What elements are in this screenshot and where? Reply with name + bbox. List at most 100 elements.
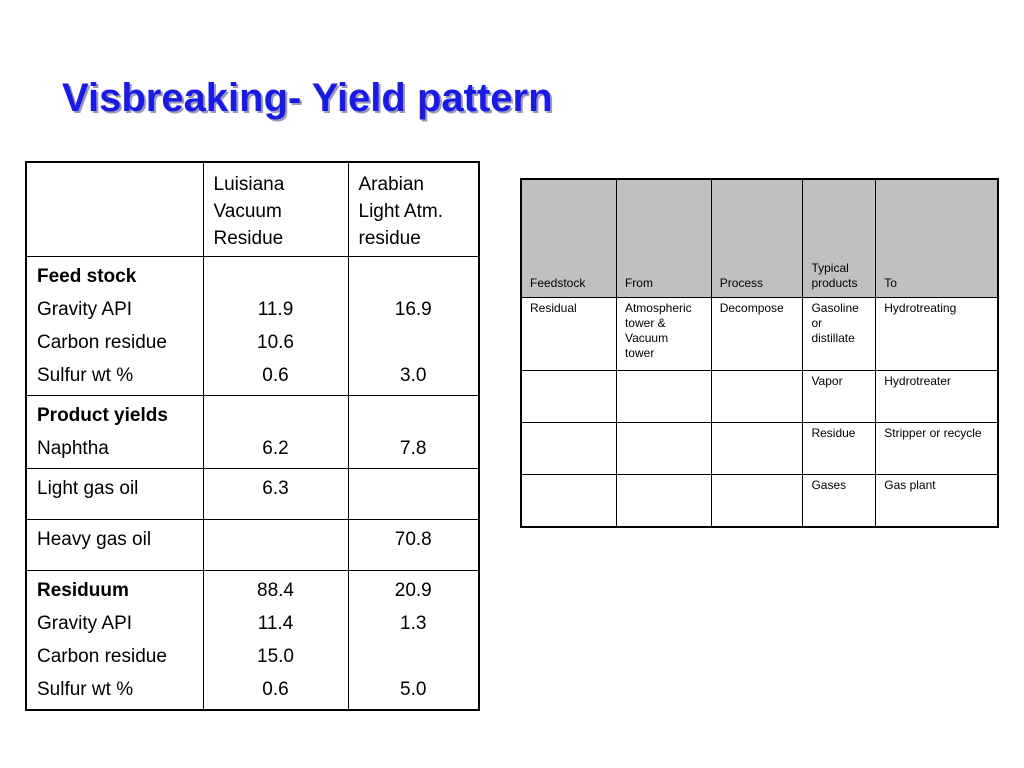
cell-value: 6.3 [202, 468, 349, 520]
cell-line: Atmospheric [624, 301, 692, 315]
cell-value: 11.9 [257, 299, 294, 320]
table-row: Residual Atmospheric tower & Vacuum towe… [520, 297, 999, 371]
cell-line: or [811, 316, 823, 330]
cell-from [615, 370, 712, 423]
cell-feedstock [520, 474, 617, 528]
cell-products: Vapor [802, 370, 877, 423]
cell-line: tower [624, 346, 655, 360]
header-line: Arabian [358, 174, 425, 195]
cell-value: 88.4 [257, 580, 294, 601]
cell-products: Gasoline or distillate [802, 297, 877, 371]
process-header-row: Feedstock From Process Typical products … [520, 178, 999, 298]
row-label: Light gas oil [25, 468, 204, 520]
cell-from: Atmospheric tower & Vacuum tower [615, 297, 712, 371]
cell-process: Decompose [710, 297, 804, 371]
cell-value: 15.0 [257, 646, 294, 667]
row-label: Carbon residue [37, 646, 167, 667]
cell-line: distillate [811, 331, 855, 345]
residuum-heading: Residuum [37, 580, 129, 601]
cell-line: Vacuum [624, 331, 669, 345]
process-table: Feedstock From Process Typical products … [520, 178, 999, 528]
header-line: Residue [213, 228, 284, 249]
header-line: Luisiana [213, 174, 285, 195]
cell-value: 1.3 [400, 613, 427, 634]
row-label: Heavy gas oil [25, 519, 204, 571]
cell-value: 0.6 [262, 365, 289, 386]
cell-to: Gas plant [875, 474, 999, 528]
cell-value [349, 326, 479, 359]
yield-header-arabian: Arabian Light Atm. residue [347, 161, 480, 257]
residuum-arabian-values: 20.9 1.3 5.0 [347, 570, 480, 711]
yield-table: Luisiana Vacuum Residue Arabian Light At… [25, 161, 480, 711]
cell-process [710, 370, 804, 423]
feed-stock-arabian-values: 16.9 3.0 [347, 256, 480, 396]
row-label: Sulfur wt % [37, 365, 134, 386]
cell-value [202, 519, 349, 571]
slide-title: Visbreaking- Yield pattern [62, 76, 553, 120]
header-from: From [615, 178, 712, 298]
cell-from [615, 474, 712, 528]
product-yields-arabian-values: 7.8 [347, 395, 480, 469]
cell-value: 20.9 [394, 580, 432, 601]
cell-value: 5.0 [400, 679, 427, 700]
light-gas-oil-row: Light gas oil 6.3 [25, 468, 480, 520]
product-yields-labels: Product yields Naphtha [25, 395, 204, 469]
header-typical-products: Typical products [802, 178, 877, 298]
cell-value: 6.2 [262, 438, 289, 459]
cell-products: Residue [802, 422, 877, 475]
table-row: Gases Gas plant [520, 474, 999, 528]
row-label: Gravity API [37, 299, 133, 320]
cell-value: 11.4 [257, 613, 294, 634]
cell-value: 10.6 [257, 332, 294, 353]
spacer [349, 260, 479, 293]
header-to: To [875, 178, 999, 298]
row-label: Gravity API [37, 613, 133, 634]
spacer [204, 260, 348, 293]
product-yields-heading: Product yields [37, 405, 168, 426]
feed-stock-heading: Feed stock [37, 266, 137, 287]
cell-value: 16.9 [394, 299, 432, 320]
cell-process [710, 422, 804, 475]
cell-value [349, 640, 479, 673]
cell-feedstock [520, 422, 617, 475]
row-label: Carbon residue [37, 332, 167, 353]
cell-process [710, 474, 804, 528]
cell-to: Stripper or recycle [875, 422, 999, 475]
residuum-labels: Residuum Gravity API Carbon residue Sulf… [25, 570, 204, 711]
cell-value: 70.8 [347, 519, 480, 571]
header-process: Process [710, 178, 804, 298]
residuum-luisiana-values: 88.4 11.4 15.0 0.6 [202, 570, 349, 711]
cell-to: Hydrotreating [875, 297, 999, 371]
header-line: products [811, 276, 858, 290]
feed-stock-luisiana-values: 11.9 10.6 0.6 [202, 256, 349, 396]
cell-value: 0.6 [262, 679, 289, 700]
table-row: Vapor Hydrotreater [520, 370, 999, 423]
cell-value: 3.0 [400, 365, 427, 386]
cell-value [347, 468, 480, 520]
header-line: Typical [811, 261, 849, 275]
cell-line: Gasoline [811, 301, 859, 315]
spacer [204, 399, 348, 432]
header-line: Light Atm. [358, 201, 444, 222]
cell-value: 7.8 [400, 438, 427, 459]
yield-header-row: Luisiana Vacuum Residue Arabian Light At… [25, 161, 480, 257]
header-line: residue [358, 228, 421, 249]
product-yields-row: Product yields Naphtha 6.2 7.8 [25, 395, 480, 469]
header-line: Vacuum [213, 201, 282, 222]
heavy-gas-oil-row: Heavy gas oil 70.8 [25, 519, 480, 571]
header-feedstock: Feedstock [520, 178, 617, 298]
residuum-row: Residuum Gravity API Carbon residue Sulf… [25, 570, 480, 711]
cell-products: Gases [802, 474, 877, 528]
yield-header-empty [25, 161, 204, 257]
row-label: Sulfur wt % [37, 679, 134, 700]
table-row: Residue Stripper or recycle [520, 422, 999, 475]
cell-feedstock [520, 370, 617, 423]
row-label: Naphtha [37, 438, 109, 459]
product-yields-luisiana-values: 6.2 [202, 395, 349, 469]
feed-stock-row: Feed stock Gravity API Carbon residue Su… [25, 256, 480, 396]
cell-from [615, 422, 712, 475]
feed-stock-labels: Feed stock Gravity API Carbon residue Su… [25, 256, 204, 396]
cell-line: tower & [624, 316, 666, 330]
spacer [349, 399, 479, 432]
cell-to: Hydrotreater [875, 370, 999, 423]
